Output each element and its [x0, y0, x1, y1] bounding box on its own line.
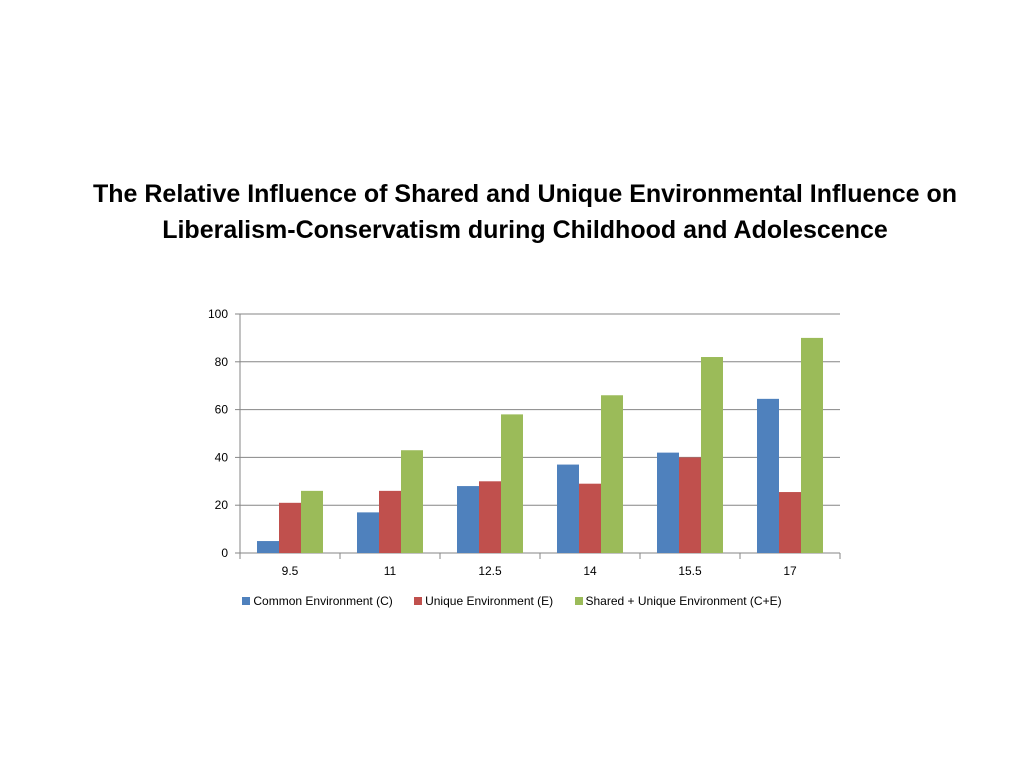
bar-shared-unique-17 — [801, 337, 823, 553]
y-tick-label-60: 60 — [215, 403, 229, 417]
x-tick-label-14: 14 — [583, 564, 597, 578]
bar-common-17 — [757, 398, 779, 553]
x-tick-label-17: 17 — [783, 564, 797, 578]
bar-shared-unique-12.5 — [501, 414, 523, 553]
bar-unique-12.5 — [479, 481, 501, 553]
bar-shared-unique-15.5 — [701, 357, 723, 553]
y-tick-label-0: 0 — [221, 546, 228, 560]
bar-common-14 — [557, 464, 579, 553]
x-tick-label-12.5: 12.5 — [478, 564, 502, 578]
bar-unique-9.5 — [279, 502, 301, 553]
bar-common-11 — [357, 512, 379, 553]
y-tick-label-20: 20 — [215, 498, 229, 512]
bar-common-15.5 — [657, 452, 679, 553]
bar-shared-unique-11 — [401, 450, 423, 553]
bar-shared-unique-9.5 — [301, 490, 323, 553]
bar-unique-15.5 — [679, 457, 701, 553]
legend-label-unique: Unique Environment (E) — [425, 594, 554, 608]
y-tick-label-100: 100 — [208, 307, 228, 321]
legend-swatch-shared-unique — [574, 597, 583, 605]
bar-common-9.5 — [257, 541, 279, 553]
x-tick-label-11: 11 — [384, 564, 397, 578]
x-tick-label-9.5: 9.5 — [282, 564, 299, 578]
bar-common-12.5 — [457, 486, 479, 553]
bar-shared-unique-14 — [601, 395, 623, 553]
chart-legend: Common Environment (C) Unique Environmen… — [0, 594, 1024, 608]
chart-title: The Relative Influence of Shared and Uni… — [60, 176, 990, 248]
legend-label-shared-unique: Shared + Unique Environment (C+E) — [585, 594, 782, 608]
legend-swatch-common — [242, 597, 251, 605]
bar-unique-14 — [579, 483, 601, 553]
chart-title-line-1: The Relative Influence of Shared and Uni… — [92, 180, 958, 208]
y-tick-label-80: 80 — [215, 355, 229, 369]
legend-item-common: Common Environment (C) — [242, 594, 393, 608]
legend-item-unique: Unique Environment (E) — [414, 594, 553, 608]
legend-label-common: Common Environment (C) — [253, 594, 393, 608]
chart-title-line-2: Liberalism-Conservatism during Childhood… — [162, 216, 888, 244]
y-tick-label-40: 40 — [215, 450, 229, 464]
x-tick-label-15.5: 15.5 — [678, 564, 702, 578]
bar-unique-11 — [379, 490, 401, 553]
legend-swatch-unique — [414, 597, 423, 605]
bar-unique-17 — [779, 492, 801, 553]
legend-item-shared-unique: Shared + Unique Environment (C+E) — [574, 594, 782, 608]
